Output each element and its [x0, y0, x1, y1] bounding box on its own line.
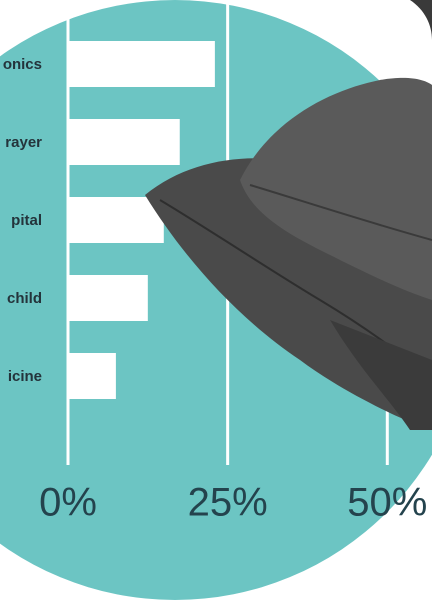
bar [68, 41, 215, 87]
y-tick-label: rayer [5, 134, 42, 151]
bar [68, 275, 148, 321]
y-tick-label: pital [11, 212, 42, 229]
y-tick-label: child [7, 290, 42, 307]
x-tick-label: 50% [347, 481, 427, 525]
bar [68, 353, 116, 399]
leaves [145, 0, 432, 430]
bar [68, 197, 164, 243]
leaf [240, 77, 432, 301]
x-tick-label: 0% [39, 481, 97, 525]
leaf [410, 0, 432, 40]
x-tick-label: 25% [188, 481, 268, 525]
y-tick-label: onics [3, 56, 42, 73]
bar [68, 119, 180, 165]
leaf-vein [249, 184, 432, 241]
leaf [330, 320, 432, 430]
y-tick-label: icine [8, 368, 42, 385]
